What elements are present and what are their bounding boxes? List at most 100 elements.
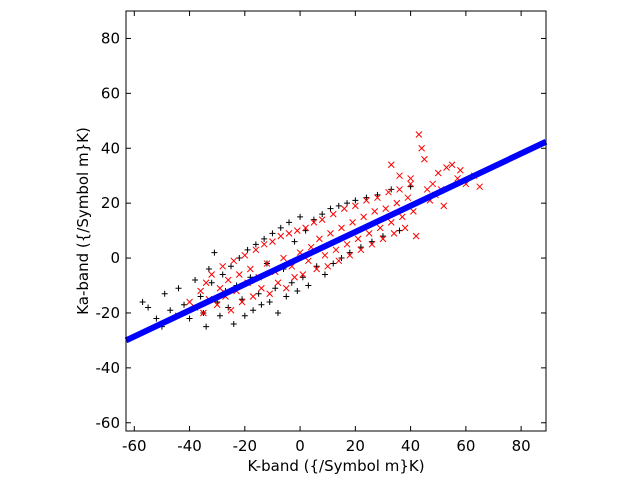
x-point [357,246,365,254]
plus-point [330,260,337,267]
plus-point [161,290,168,297]
x-point [324,262,332,270]
x-point [448,161,456,169]
x-point [401,224,409,232]
plus-point [236,255,243,262]
x-point [230,257,238,265]
plus-point [319,211,326,218]
x-tick-label: 0 [295,437,305,455]
plus-point [261,235,268,242]
plus-point [203,323,210,330]
plus-point [205,266,212,273]
x-point [368,240,376,248]
x-point [338,224,345,232]
x-point [476,183,484,191]
plus-point [228,263,234,270]
x-point [393,199,401,207]
plus-point [321,271,328,278]
x-point [412,232,420,240]
plus-point [250,307,257,314]
x-point [351,202,359,210]
x-point [443,164,450,171]
x-point [332,246,340,254]
plus-point [299,274,306,281]
plus-point [277,224,284,231]
plus-point [186,315,193,322]
x-point [318,216,326,223]
x-point [291,273,298,281]
fit-line [124,139,548,344]
x-point [305,257,312,265]
plus-point [139,298,146,305]
plus-point [310,216,317,223]
x-point [235,271,243,278]
x-point [252,246,260,254]
x-point [360,213,367,221]
plus-point [302,227,309,234]
plus-point [216,312,223,319]
x-point [227,306,235,314]
plus-point [219,271,226,278]
x-tick-label: 60 [456,437,475,455]
plus-point [153,315,160,322]
x-point [346,251,354,259]
plus-point [327,205,334,212]
x-point [335,257,343,265]
x-point [313,265,321,273]
x-point [224,276,232,284]
x-point [410,208,417,215]
x-point [269,238,276,245]
x-point [456,166,464,174]
x-point [238,298,246,306]
x-point [263,260,271,267]
plus-point [181,301,188,308]
x-point [200,309,207,317]
plus-point [230,320,237,327]
x-point [407,175,414,182]
plus-point [197,293,204,300]
plus-point [266,298,273,305]
x-point [219,262,227,270]
y-tick-label: -60 [96,414,121,432]
x-point [202,279,210,287]
plus-point [239,296,246,303]
x-point [266,290,274,298]
x-point [396,172,403,180]
plus-point [208,279,215,286]
x-point [423,186,431,193]
x-point [299,271,307,278]
x-point [354,235,362,243]
plus-point [363,194,370,201]
x-tick-label: 80 [512,437,531,455]
x-point [310,219,318,226]
x-point [382,205,390,213]
plus-point [357,244,364,251]
x-point [374,194,381,202]
plus-point [269,230,276,237]
x-point [404,194,412,202]
plus-point [352,197,359,204]
plus-point [175,285,182,292]
x-point [249,293,257,300]
y-tick-label: 80 [101,29,120,47]
x-point [316,235,323,243]
plot-frame [125,10,547,432]
plus-point [272,285,279,292]
x-point [277,232,285,240]
x-point [280,254,287,262]
y-tick-label: 20 [101,194,120,212]
x-point [349,219,356,226]
x-point [208,271,216,278]
x-point [329,210,337,218]
x-point [293,227,301,234]
x-point [376,224,384,232]
x-point [285,229,293,237]
x-point [197,287,204,295]
x-point [396,186,403,193]
plus-point [288,279,295,286]
x-point [398,213,406,221]
plus-point [344,200,351,207]
x-tick-label: 40 [401,437,420,455]
x-point [434,169,442,177]
x-axis-title: K-band ({/Symbol m}K) [247,457,424,475]
